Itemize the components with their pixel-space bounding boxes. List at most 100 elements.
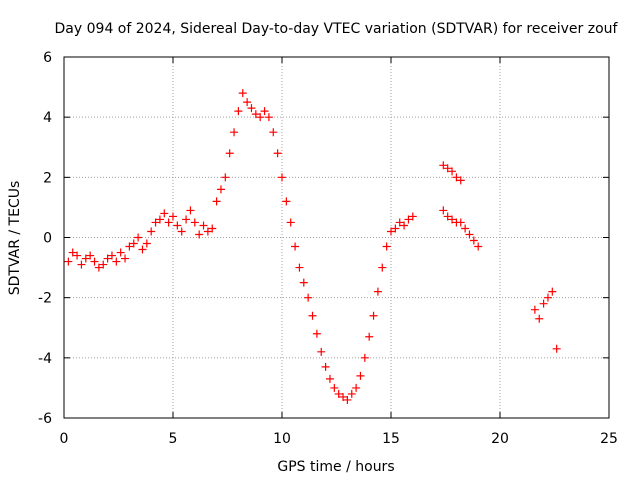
data-point <box>225 149 234 158</box>
data-point <box>308 311 317 320</box>
data-point <box>186 206 195 215</box>
data-point <box>325 374 334 383</box>
data-point <box>77 260 86 269</box>
data-point <box>264 113 273 122</box>
x-tick-label: 20 <box>491 431 509 447</box>
data-point <box>352 383 361 392</box>
data-point <box>456 218 465 227</box>
x-tick-label: 25 <box>600 431 618 447</box>
data-point <box>73 251 82 260</box>
y-tick-label: 0 <box>43 231 52 247</box>
data-point <box>203 227 212 236</box>
data-point <box>443 212 452 221</box>
data-point <box>456 176 465 185</box>
data-point <box>548 287 557 296</box>
data-point <box>304 293 313 302</box>
data-point <box>439 161 448 170</box>
data-point <box>552 344 561 353</box>
data-point <box>107 251 116 260</box>
data-point <box>256 113 265 122</box>
data-point <box>356 371 365 380</box>
data-point <box>408 212 417 221</box>
data-point <box>243 98 252 107</box>
data-point <box>169 212 177 221</box>
x-tick-label: 0 <box>60 431 69 447</box>
x-tick-label: 10 <box>273 431 291 447</box>
data-point <box>461 224 470 233</box>
data-point <box>452 173 461 182</box>
data-point <box>68 248 77 257</box>
data-point <box>286 218 295 227</box>
x-tick-label: 15 <box>382 431 400 447</box>
grid-layer <box>64 57 609 418</box>
y-tick-label: 4 <box>43 110 52 126</box>
data-point <box>138 245 147 254</box>
data-point <box>347 389 356 398</box>
data-point <box>151 218 160 227</box>
data-point <box>312 329 321 338</box>
data-point <box>238 89 247 98</box>
y-tick-label: -6 <box>38 411 52 427</box>
data-point <box>221 173 230 182</box>
data-point <box>195 230 204 239</box>
data-point <box>103 254 112 263</box>
data-point <box>212 197 221 206</box>
data-point <box>129 239 138 248</box>
data-point <box>404 215 413 224</box>
y-tick-label: 2 <box>43 170 52 186</box>
data-point <box>299 278 308 287</box>
data-point <box>400 221 409 230</box>
data-point <box>190 218 199 227</box>
data-point <box>339 392 348 401</box>
data-point <box>387 227 395 236</box>
data-point <box>539 299 548 308</box>
data-points <box>64 89 561 404</box>
data-point <box>391 224 400 233</box>
data-point <box>465 230 474 239</box>
data-point <box>334 389 343 398</box>
data-point <box>134 233 143 242</box>
data-point <box>90 257 99 266</box>
data-point <box>269 128 278 137</box>
y-tick-label: -4 <box>38 351 52 367</box>
x-tick-label: 5 <box>169 431 178 447</box>
data-point <box>147 227 156 236</box>
data-point <box>330 383 339 392</box>
data-point <box>469 236 478 245</box>
data-point <box>443 164 452 173</box>
data-point <box>278 173 286 182</box>
data-point <box>199 221 208 230</box>
data-point <box>282 197 291 206</box>
data-point <box>535 314 544 323</box>
data-point <box>373 287 382 296</box>
data-point <box>530 305 539 314</box>
axis-ticks: 0 5 10 15 20 25 -6 -4 -2 0 2 4 6 <box>38 50 618 447</box>
data-point <box>291 242 300 251</box>
data-point <box>365 332 374 341</box>
data-point <box>164 218 173 227</box>
data-point <box>160 209 169 218</box>
data-point <box>116 248 125 257</box>
data-point <box>230 128 239 137</box>
data-point <box>382 242 391 251</box>
data-point <box>474 242 483 251</box>
data-point <box>448 215 457 224</box>
data-point <box>81 254 90 263</box>
data-point <box>395 218 404 227</box>
y-tick-label: -2 <box>38 291 52 307</box>
data-point <box>94 263 103 272</box>
data-point <box>216 185 225 194</box>
x-axis-label: GPS time / hours <box>277 459 394 475</box>
data-point <box>86 251 95 260</box>
data-point <box>112 257 121 266</box>
data-point <box>182 215 191 224</box>
data-point <box>260 107 269 116</box>
data-point <box>295 263 304 272</box>
data-point <box>317 347 326 356</box>
data-point <box>177 227 186 236</box>
data-point <box>64 257 73 266</box>
data-point <box>360 353 369 362</box>
data-point <box>343 395 352 404</box>
